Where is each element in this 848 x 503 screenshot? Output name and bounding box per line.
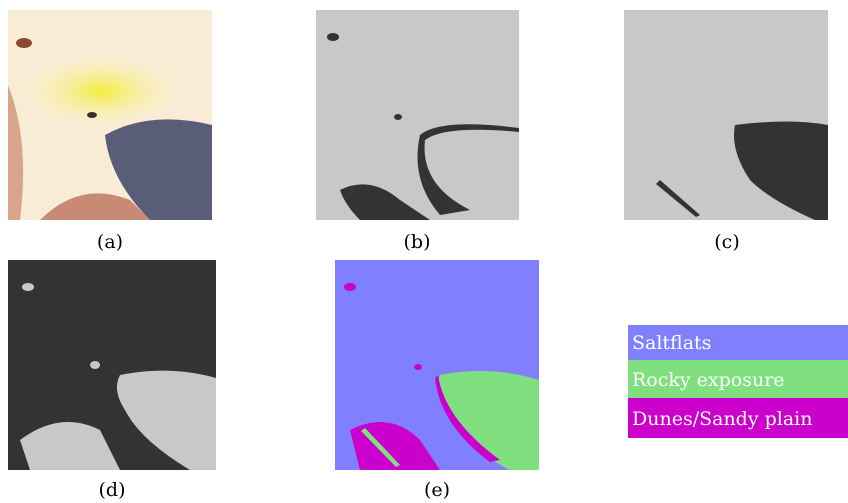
caption: (c): [714, 231, 739, 253]
caption: (e): [424, 479, 450, 501]
image-e: [335, 260, 539, 470]
image-d: [8, 260, 216, 470]
image-a: [8, 10, 212, 220]
image-c: [624, 10, 828, 220]
legend-label: Saltflats: [632, 332, 711, 354]
legend-label: Dunes/Sandy plain: [632, 408, 813, 430]
legend: Saltflats Rocky exposure Dunes/Sandy pla…: [628, 325, 848, 438]
caption: (a): [97, 231, 123, 253]
legend-label: Rocky exposure: [632, 369, 785, 391]
caption: (b): [404, 231, 431, 253]
caption: (d): [99, 479, 126, 501]
figure-canvas: (a) (b) (c) (d) (e) Saltflats Rocky expo…: [0, 0, 848, 503]
figure: (a) (b) (c) (d) (e) Saltflats Rocky expo…: [0, 0, 848, 503]
image-b: [316, 10, 519, 220]
